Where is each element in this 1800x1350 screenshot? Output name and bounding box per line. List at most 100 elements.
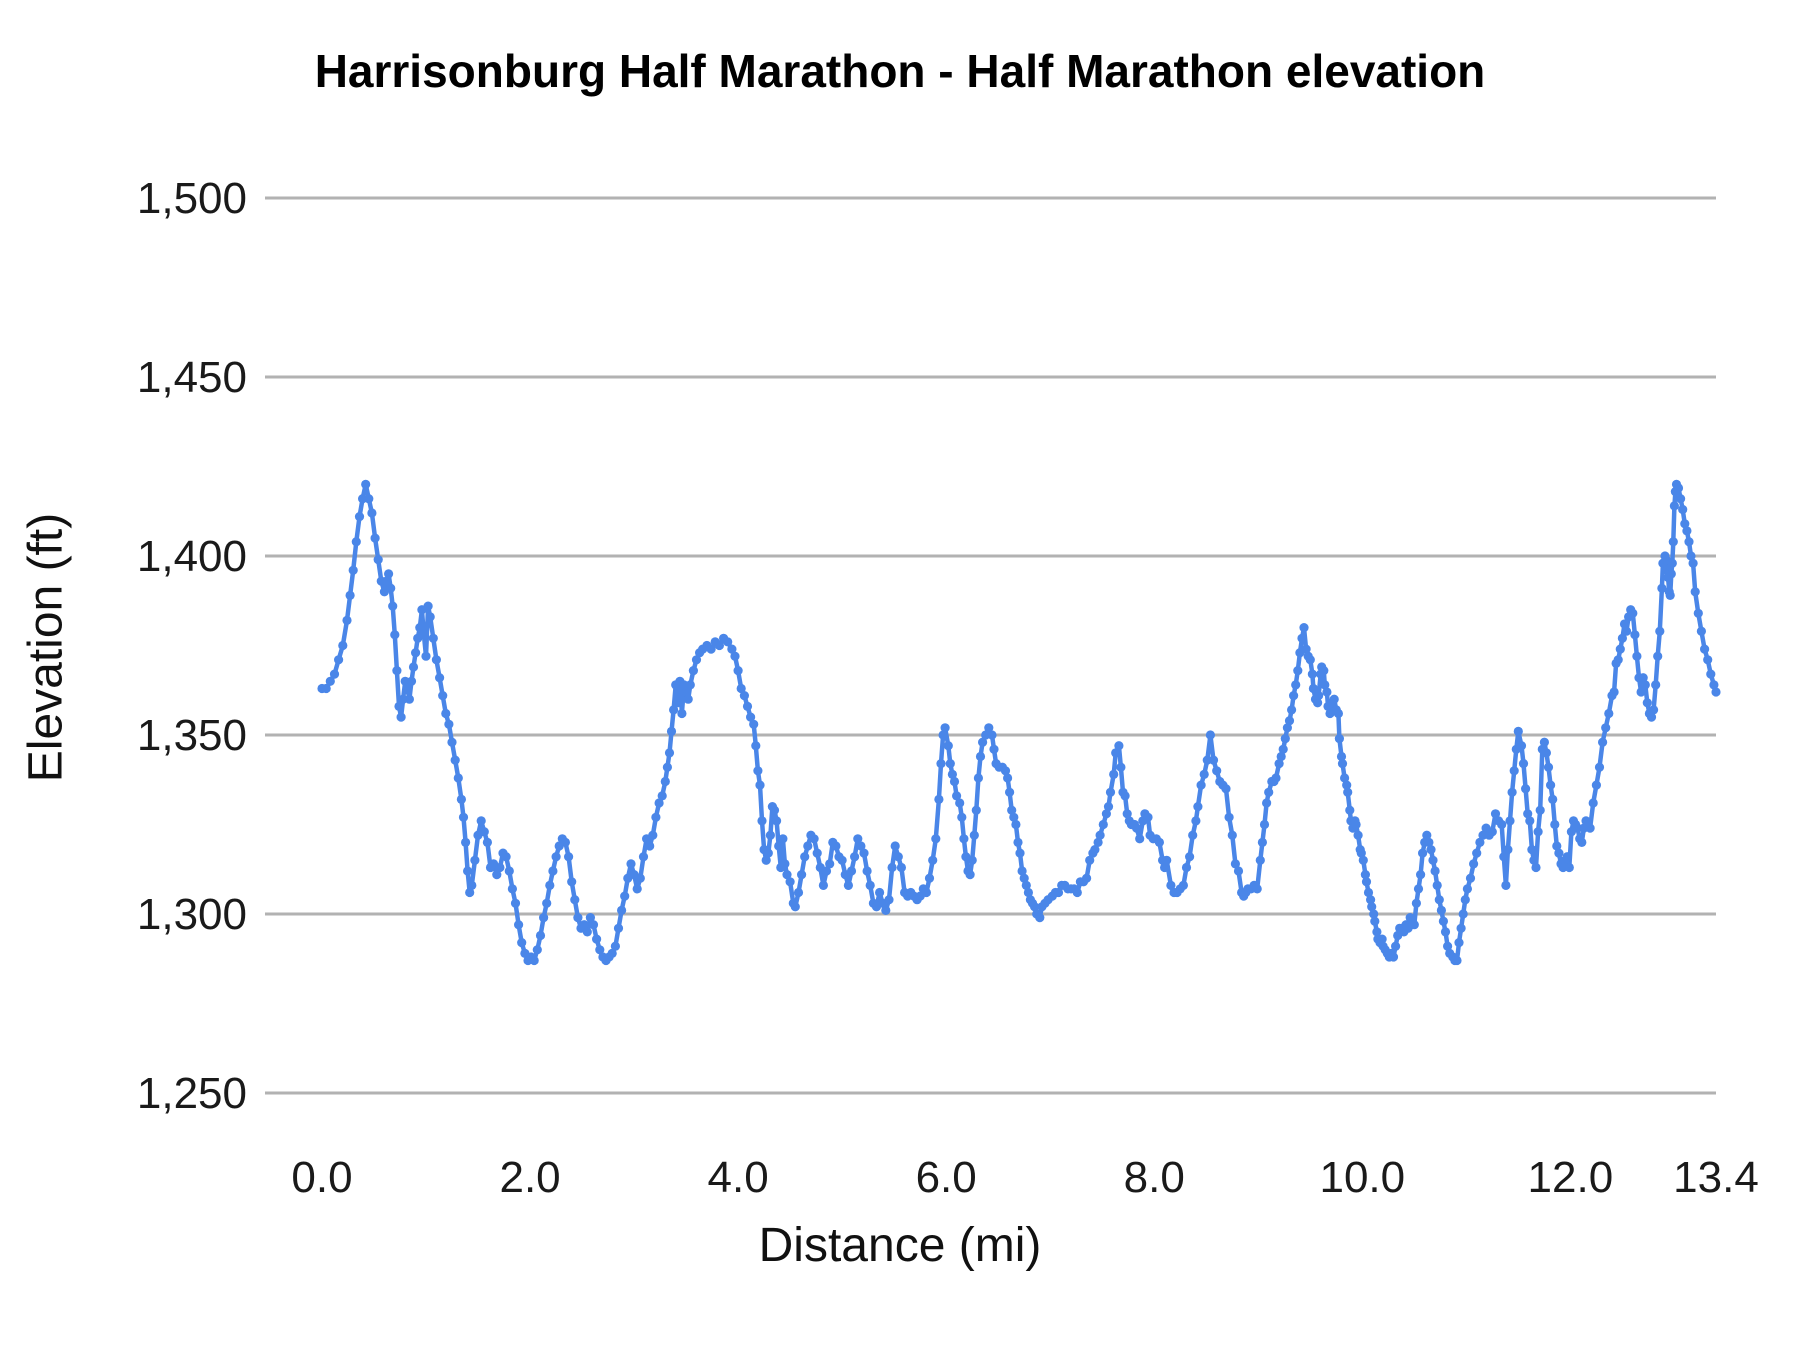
data-point-marker — [1696, 626, 1706, 636]
data-point-marker — [1015, 848, 1025, 858]
data-point-marker — [620, 891, 630, 901]
data-point-marker — [1619, 619, 1630, 629]
data-point-marker — [1682, 526, 1692, 536]
data-point-marker — [1487, 827, 1497, 837]
data-point-marker — [458, 812, 469, 822]
data-point-marker — [821, 866, 832, 876]
data-point-marker — [1009, 812, 1019, 822]
data-point-marker — [1322, 687, 1332, 697]
data-point-marker — [1651, 680, 1661, 690]
data-point-marker — [592, 934, 602, 944]
data-point-marker — [1188, 830, 1198, 840]
data-point-marker — [984, 723, 994, 733]
data-point-marker — [751, 741, 761, 751]
data-point-marker — [859, 848, 869, 858]
data-point-marker — [1413, 884, 1424, 894]
data-point-marker — [1690, 587, 1700, 597]
data-point-marker — [560, 837, 571, 848]
data-point-marker — [1490, 809, 1501, 819]
data-point-marker — [406, 676, 417, 686]
data-point-marker — [1098, 819, 1108, 830]
data-point-marker — [1053, 887, 1064, 898]
y-tick-label: 1,300 — [137, 890, 247, 939]
data-point-marker — [1360, 870, 1370, 880]
data-point-marker — [1668, 537, 1678, 547]
data-point-marker — [386, 583, 396, 593]
data-point-marker — [803, 841, 813, 851]
data-point-marker — [677, 708, 687, 719]
data-point-marker — [1093, 837, 1103, 848]
data-point-marker — [1501, 880, 1511, 891]
data-point-marker — [1642, 698, 1652, 708]
data-point-marker — [504, 866, 514, 876]
data-point-marker — [1630, 630, 1640, 640]
data-point-marker — [812, 848, 822, 858]
data-point-marker — [797, 870, 807, 880]
data-point-marker — [763, 848, 773, 858]
data-point-marker — [564, 852, 574, 862]
data-point-marker — [1693, 608, 1703, 618]
data-point-marker — [1507, 787, 1517, 797]
data-point-marker — [1653, 651, 1663, 661]
data-point-marker — [1090, 845, 1100, 855]
data-point-marker — [1686, 551, 1696, 561]
data-point-marker — [1533, 827, 1543, 837]
data-point-marker — [1007, 805, 1017, 815]
data-point-marker — [1527, 845, 1537, 855]
data-point-marker — [681, 687, 691, 697]
data-point-marker — [1333, 708, 1343, 719]
data-point-marker — [354, 511, 365, 522]
data-point-marker — [1546, 780, 1556, 790]
data-point-marker — [1299, 623, 1309, 633]
data-point-marker — [890, 841, 900, 851]
data-point-marker — [456, 794, 466, 805]
data-point-marker — [782, 870, 792, 880]
data-point-marker — [1162, 855, 1172, 865]
data-point-marker — [753, 766, 763, 776]
data-point-marker — [1224, 812, 1234, 822]
data-point-marker — [1208, 755, 1219, 765]
data-point-marker — [780, 859, 790, 869]
data-point-marker — [862, 866, 872, 876]
data-point-marker — [969, 830, 979, 840]
data-point-marker — [1319, 666, 1329, 676]
data-point-marker — [1436, 905, 1446, 916]
data-point-marker — [949, 776, 960, 787]
data-point-marker — [1422, 830, 1432, 840]
data-point-marker — [1019, 873, 1029, 883]
data-point-marker — [1199, 769, 1209, 780]
data-point-marker — [1291, 680, 1301, 690]
data-point-marker — [981, 730, 991, 740]
data-point-marker — [447, 737, 457, 747]
data-point-marker — [1430, 866, 1440, 876]
data-point-marker — [793, 887, 804, 898]
data-point-marker — [1101, 809, 1111, 819]
data-point-marker — [348, 565, 358, 575]
data-point-marker — [1434, 895, 1444, 905]
data-point-marker — [1366, 895, 1376, 905]
data-point-marker — [856, 841, 866, 851]
data-point-marker — [1367, 902, 1377, 912]
data-point-marker — [1274, 759, 1284, 769]
data-point-marker — [1628, 608, 1638, 618]
data-point-marker — [514, 920, 524, 930]
data-point-marker — [959, 834, 969, 844]
data-point-marker — [1262, 798, 1272, 808]
data-point-marker — [582, 927, 592, 937]
data-point-marker — [325, 676, 335, 686]
data-point-marker — [1688, 558, 1698, 568]
data-point-marker — [1513, 726, 1523, 737]
data-point-marker — [1340, 773, 1350, 783]
data-point-marker — [567, 877, 577, 887]
data-point-marker — [1111, 748, 1121, 758]
data-point-marker — [1116, 762, 1126, 772]
data-point-marker — [648, 830, 658, 840]
data-point-marker — [338, 640, 348, 651]
data-point-marker — [1233, 866, 1244, 876]
data-point-marker — [1548, 794, 1558, 805]
data-point-marker — [800, 852, 810, 862]
data-point-marker — [351, 537, 361, 547]
data-point-marker — [1411, 898, 1421, 908]
data-point-marker — [651, 812, 661, 822]
